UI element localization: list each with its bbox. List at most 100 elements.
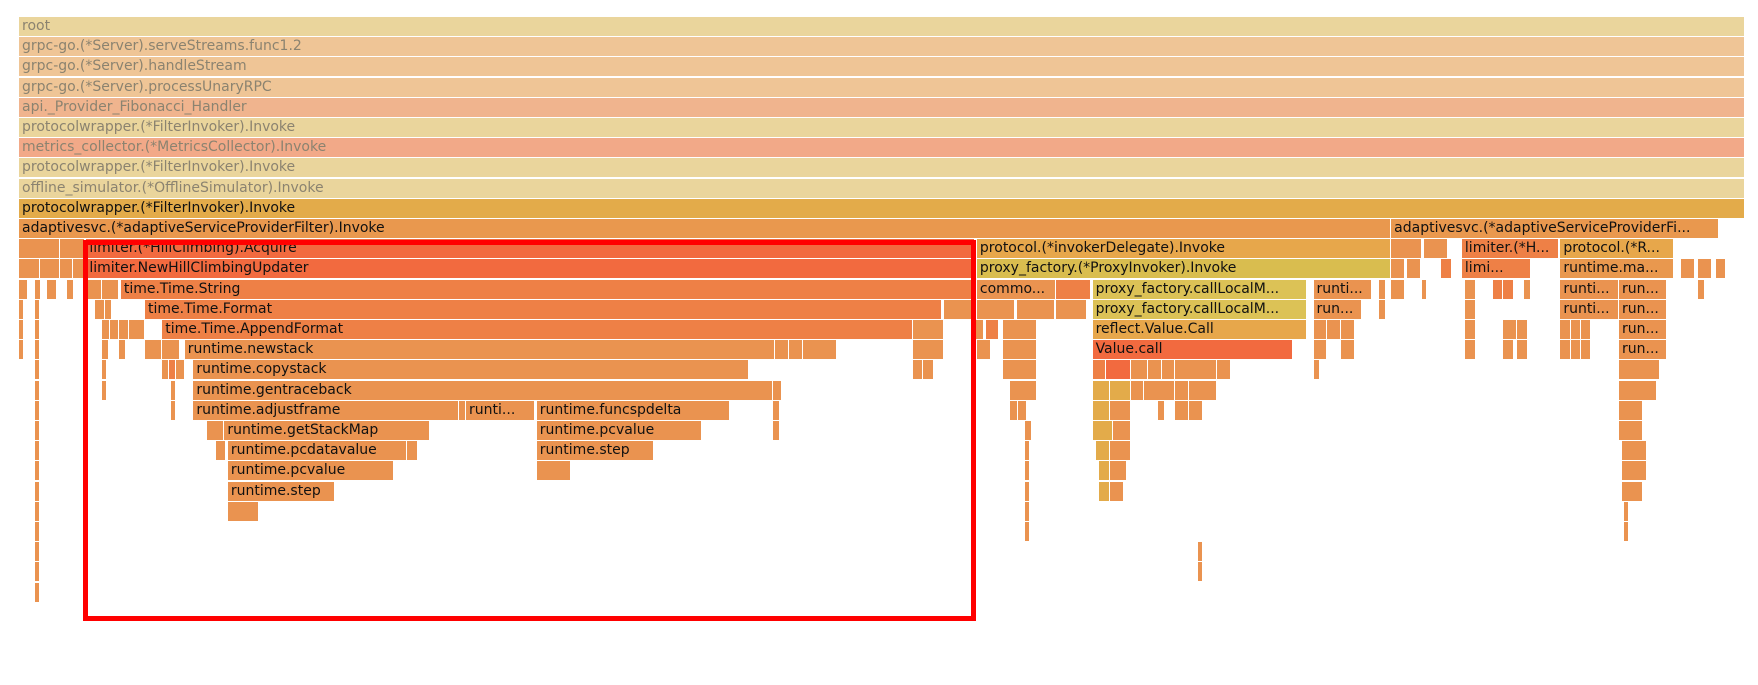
flame-frame[interactable]: grpc-go.(*Server).handleStream (19, 57, 1745, 77)
flame-frame-unlabeled[interactable] (1025, 522, 1031, 541)
flame-frame-unlabeled[interactable] (1698, 259, 1713, 279)
flame-frame-unlabeled[interactable] (101, 279, 120, 299)
flame-frame[interactable]: runtime.pcvalue (227, 461, 394, 481)
flame-frame-unlabeled[interactable] (1144, 380, 1176, 400)
flame-frame-unlabeled[interactable] (1147, 360, 1162, 380)
flame-frame[interactable]: protocol.(*R... (1560, 239, 1675, 259)
flame-frame-unlabeled[interactable] (34, 340, 40, 360)
flame-frame-unlabeled[interactable] (1619, 400, 1644, 420)
flame-frame[interactable]: reflect.Value.Call (1092, 320, 1307, 339)
flame-frame-unlabeled[interactable] (1341, 340, 1355, 360)
flame-frame-unlabeled[interactable] (1158, 400, 1166, 420)
flame-frame-unlabeled[interactable] (34, 522, 40, 541)
flame-frame-unlabeled[interactable] (19, 299, 25, 319)
flame-frame-unlabeled[interactable] (1175, 400, 1190, 420)
flame-frame-unlabeled[interactable] (34, 542, 40, 562)
flame-frame-unlabeled[interactable] (1109, 441, 1131, 461)
flame-frame-unlabeled[interactable] (1327, 320, 1342, 339)
flame-frame-unlabeled[interactable] (985, 320, 1000, 339)
flame-frame[interactable]: runtime.getStackMap (224, 421, 430, 440)
flame-frame-unlabeled[interactable] (1313, 340, 1328, 360)
flame-frame-unlabeled[interactable] (1056, 299, 1088, 319)
flame-frame-unlabeled[interactable] (101, 380, 108, 400)
flame-frame[interactable]: runtime.funcspdelta (536, 400, 731, 420)
flame-frame-unlabeled[interactable] (1189, 400, 1204, 420)
flame-frame[interactable]: run... (1619, 320, 1668, 339)
flame-frame[interactable]: runtime.ma... (1560, 259, 1675, 279)
flame-frame[interactable]: time.Time.Format (144, 299, 943, 319)
flame-frame-unlabeled[interactable] (1009, 400, 1019, 420)
flame-frame-unlabeled[interactable] (944, 299, 976, 319)
flame-frame-unlabeled[interactable] (101, 360, 108, 380)
flame-frame[interactable]: run... (1619, 279, 1668, 299)
flame-frame-unlabeled[interactable] (1624, 522, 1630, 541)
flame-frame-unlabeled[interactable] (1197, 562, 1204, 582)
flame-frame[interactable]: offline_simulator.(*OfflineSimulator).In… (19, 178, 1745, 198)
flame-frame-unlabeled[interactable] (1025, 481, 1031, 501)
flame-frame[interactable]: runtime.newstack (184, 340, 775, 360)
flame-frame-unlabeled[interactable] (1099, 481, 1110, 501)
flame-frame-unlabeled[interactable] (101, 340, 109, 360)
flame-frame[interactable]: runti... (1313, 279, 1373, 299)
flame-frame-unlabeled[interactable] (1313, 360, 1321, 380)
flame-frame[interactable]: runtime.adjustframe (193, 400, 460, 420)
flame-frame[interactable]: metrics_collector.(*MetricsCollector).In… (19, 138, 1745, 158)
flame-frame-unlabeled[interactable] (1025, 461, 1031, 481)
flame-frame-unlabeled[interactable] (1570, 320, 1582, 339)
flame-frame-unlabeled[interactable] (1524, 279, 1531, 299)
flame-frame-unlabeled[interactable] (1465, 279, 1476, 299)
flame-frame-unlabeled[interactable] (1009, 380, 1038, 400)
flame-frame[interactable]: adaptivesvc.(*adaptiveServiceProviderFil… (19, 219, 1392, 238)
flame-frame-unlabeled[interactable] (1465, 340, 1476, 360)
flame-frame[interactable]: runti... (1560, 279, 1619, 299)
flame-frame-unlabeled[interactable] (976, 299, 1015, 319)
flame-frame-unlabeled[interactable] (1379, 279, 1386, 299)
flame-frame-unlabeled[interactable] (60, 259, 73, 279)
flame-frame-unlabeled[interactable] (1189, 380, 1217, 400)
flame-frame-unlabeled[interactable] (1622, 461, 1647, 481)
flame-frame-unlabeled[interactable] (1016, 299, 1055, 319)
flame-frame-unlabeled[interactable] (34, 481, 40, 501)
flame-frame-unlabeled[interactable] (1092, 380, 1110, 400)
flame-frame-unlabeled[interactable] (1698, 279, 1706, 299)
flame-frame-unlabeled[interactable] (207, 421, 225, 440)
flame-frame[interactable]: run... (1313, 299, 1362, 319)
flame-frame-unlabeled[interactable] (1175, 380, 1190, 400)
flame-frame-unlabeled[interactable] (1581, 320, 1592, 339)
flame-frame-unlabeled[interactable] (1161, 360, 1176, 380)
flame-frame-unlabeled[interactable] (34, 421, 40, 440)
flame-frame-unlabeled[interactable] (1560, 320, 1571, 339)
flame-frame-unlabeled[interactable] (19, 320, 25, 339)
flame-frame-unlabeled[interactable] (170, 400, 177, 420)
flame-frame-unlabeled[interactable] (1391, 279, 1405, 299)
flame-frame[interactable]: grpc-go.(*Server).processUnaryRPC (19, 77, 1745, 97)
flame-frame-unlabeled[interactable] (105, 299, 113, 319)
flame-frame-unlabeled[interactable] (913, 340, 945, 360)
flame-frame-unlabeled[interactable] (1517, 320, 1528, 339)
flame-frame[interactable]: time.Time.AppendFormat (162, 320, 914, 339)
flame-frame-unlabeled[interactable] (34, 562, 40, 582)
flame-frame-unlabeled[interactable] (1025, 441, 1031, 461)
flame-frame-unlabeled[interactable] (1681, 259, 1695, 279)
flame-frame-unlabeled[interactable] (1406, 259, 1421, 279)
flame-frame-unlabeled[interactable] (1341, 320, 1355, 339)
flame-frame-unlabeled[interactable] (1570, 340, 1582, 360)
flame-frame-unlabeled[interactable] (1619, 360, 1661, 380)
flame-frame-unlabeled[interactable] (34, 320, 40, 339)
flame-frame-unlabeled[interactable] (459, 400, 467, 420)
flame-frame-unlabeled[interactable] (1581, 340, 1592, 360)
flame-frame-unlabeled[interactable] (1109, 481, 1124, 501)
flame-frame-unlabeled[interactable] (1715, 259, 1726, 279)
flame-frame-unlabeled[interactable] (110, 320, 120, 339)
flame-frame-unlabeled[interactable] (1002, 360, 1038, 380)
flame-frame-unlabeled[interactable] (1422, 279, 1428, 299)
flame-frame-unlabeled[interactable] (1619, 380, 1657, 400)
flame-frame[interactable]: protocolwrapper.(*FilterInvoker).Invoke (19, 158, 1745, 178)
flame-frame-unlabeled[interactable] (1130, 360, 1148, 380)
flame-frame[interactable]: proxy_factory.callLocalM... (1092, 279, 1307, 299)
flame-frame[interactable]: limiter.(*H... (1461, 239, 1559, 259)
flame-frame-unlabeled[interactable] (407, 441, 418, 461)
flame-frame-unlabeled[interactable] (973, 320, 984, 339)
flame-frame[interactable]: limiter.NewHillClimbingUpdater (86, 259, 976, 279)
flame-frame-unlabeled[interactable] (1096, 441, 1110, 461)
